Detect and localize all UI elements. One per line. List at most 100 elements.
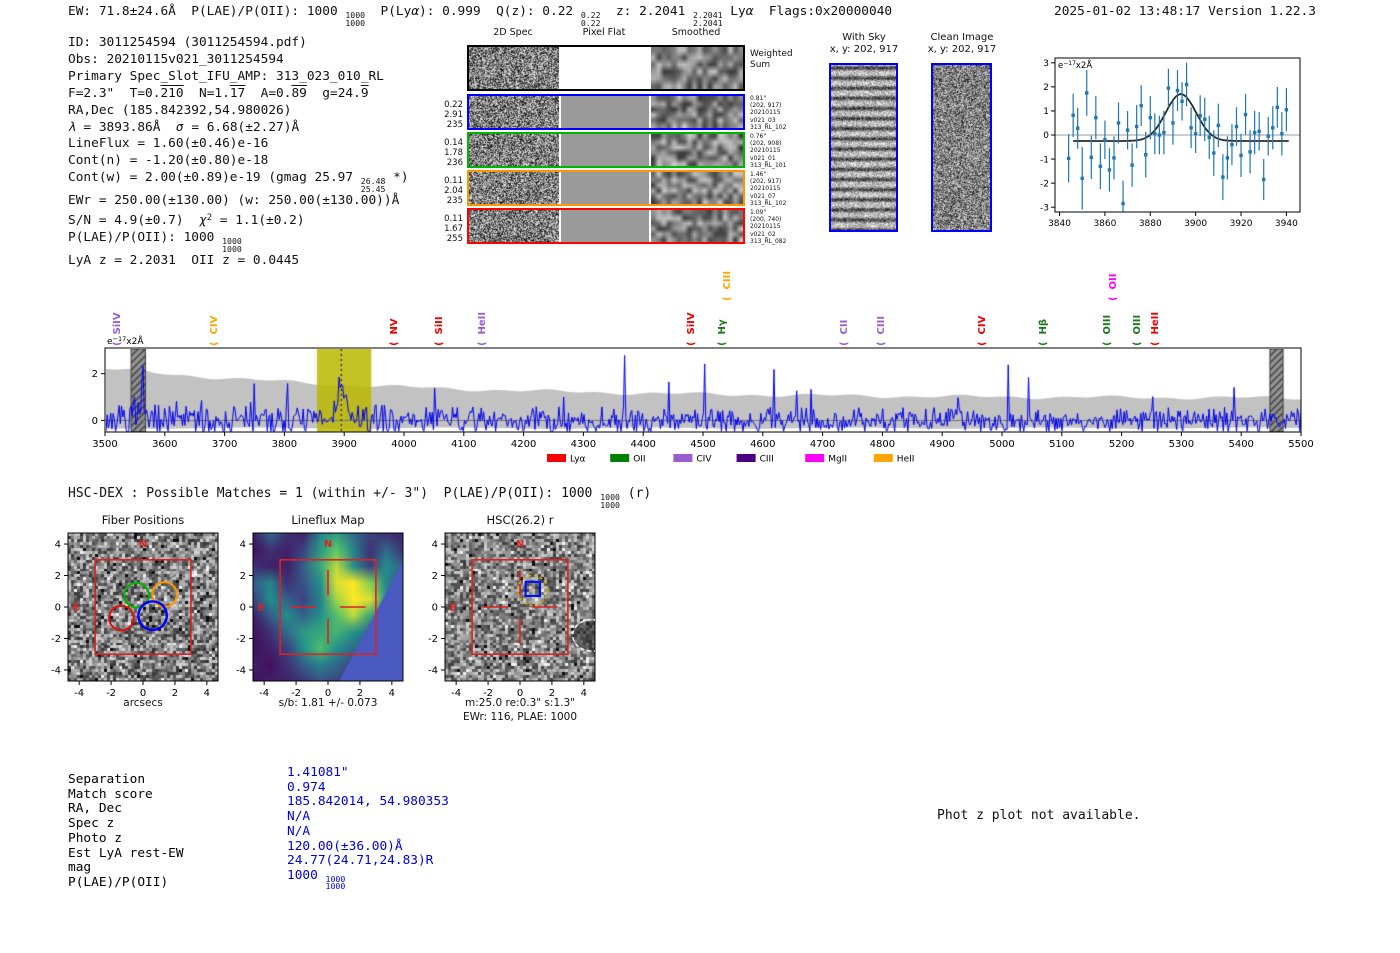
svg-text:2: 2: [240, 571, 246, 582]
svg-text:4100: 4100: [451, 439, 476, 450]
weight-value: 1.78: [444, 148, 463, 158]
stacked-fraction: 0.22 0.22: [580, 10, 601, 27]
text-segment: 1000: [287, 867, 326, 883]
fraction-upper: 0.22: [580, 10, 601, 20]
stacked-fraction: 26.48 25.45: [361, 177, 386, 193]
emission-line-label-text: ( OIII: [1101, 314, 1113, 346]
match-row-label: Separation: [68, 772, 146, 787]
cutout-row-frame: [467, 170, 745, 206]
svg-text:2: 2: [432, 571, 438, 582]
info-line-11: S/N = 4.9(±0.7) χ2 = 1.1(±0.2): [68, 210, 409, 230]
line-fit-plot-svg: 3840 3860 3880 3900 3920 3940 -3 -2 -1 0 1 2 3 e−17x2…: [1040, 57, 1301, 229]
lineflux-map-image: [253, 533, 403, 681]
cutout-smoothed-image: [651, 172, 743, 204]
match-row-value: 185.842014, 54.980353: [287, 794, 449, 809]
svg-text:OII: OII: [633, 455, 645, 465]
text-segment: 9: [360, 85, 369, 101]
svg-text:HeII: HeII: [897, 455, 915, 465]
text-segment: 17: [229, 85, 246, 101]
info-line-12: P(LAE)/P(OII): 1000 1000 1000: [68, 230, 409, 253]
emission-line-label-text: ( CIII: [876, 315, 888, 346]
full-spectrum-plot-area: [106, 349, 1301, 432]
emission-line-label-text: ( OIII: [1131, 314, 1143, 346]
weight-value: 1.67: [444, 224, 463, 234]
svg-text:MgII: MgII: [828, 455, 847, 465]
svg-text:4: 4: [240, 540, 246, 551]
text-segment: N/A: [287, 809, 311, 825]
annotation-line: 313_RL_102: [750, 199, 787, 207]
col-header-smoothed: Smoothed: [671, 27, 721, 38]
svg-text:3700: 3700: [212, 439, 237, 450]
svg-text:3860: 3860: [1093, 219, 1116, 229]
weighted-sum-label: Weighted Sum: [750, 49, 793, 70]
match-row-label: Match score: [68, 786, 153, 802]
svg-text:4500: 4500: [690, 439, 715, 450]
text-segment: 0.974: [287, 779, 326, 795]
svg-text:3800: 3800: [272, 439, 297, 450]
hsc-dex-match-header: HSC-DEX : Possible Matches = 1 (within +…: [68, 486, 651, 509]
stacked-fraction: 1000 1000: [326, 875, 346, 891]
match-row-label: Photo z: [68, 830, 122, 846]
svg-text:4: 4: [432, 540, 438, 551]
svg-text:5000: 5000: [989, 439, 1014, 450]
cutout-pixel-flat-image: [561, 47, 649, 89]
text-segment: 89: [291, 85, 307, 101]
svg-text:-4: -4: [236, 665, 246, 676]
svg-text:-2: -2: [51, 634, 61, 645]
svg-text:3600: 3600: [152, 439, 177, 450]
cutout-smoothed-image: [651, 210, 743, 242]
svg-text:4200: 4200: [511, 439, 536, 450]
svg-text:0: 0: [240, 603, 246, 614]
cutout-2d-spec-image: [469, 47, 559, 89]
text-segment: Ly: [722, 4, 746, 19]
svg-text:3880: 3880: [1139, 219, 1162, 229]
info-line-10: EWr = 250.00(±130.00) (w: 250.00(±130.00…: [68, 193, 409, 210]
weight-value: 0.22: [444, 100, 463, 110]
svg-text:-4: -4: [428, 665, 438, 676]
svg-text:5200: 5200: [1109, 439, 1134, 450]
text-segment: ID: 3011254594 (3011254594.pdf): [68, 35, 307, 50]
svg-text:5400: 5400: [1228, 439, 1253, 450]
match-row-label: RA, Dec: [68, 801, 122, 817]
stacked-fraction: 1000 1000: [600, 493, 620, 509]
annotation-line: (202, 917): [750, 102, 782, 110]
fraction-lower: 2.2041: [693, 17, 723, 28]
svg-text:3: 3: [1043, 59, 1049, 69]
svg-text:5100: 5100: [1049, 439, 1074, 450]
svg-text:3900: 3900: [331, 439, 356, 450]
info-line-5: RA,Dec (185.842392,54.980026): [68, 103, 409, 120]
weight-value: 0.11: [444, 176, 463, 186]
info-line-3: Primary Spec_Slot_IFU_AMP: 313_023_010_R…: [68, 69, 409, 86]
svg-text:5300: 5300: [1169, 439, 1194, 450]
svg-text:0: 0: [1043, 131, 1049, 141]
emission-line-label-text: ( HeII: [1149, 311, 1161, 346]
text-segment: 2: [206, 213, 213, 224]
weight-value: 2.04: [444, 186, 463, 196]
text-segment: *): [385, 170, 409, 186]
svg-text:-2: -2: [1040, 179, 1049, 189]
cutout-row-frame: [467, 45, 745, 91]
svg-text:-2: -2: [236, 634, 246, 645]
report-datetime-version: 2025-01-02 13:48:17 Version 1.22.3: [1054, 4, 1316, 19]
match-row-value: 0.974: [287, 780, 326, 795]
fraction-upper: 1000: [222, 236, 242, 247]
svg-text:CIV: CIV: [696, 455, 712, 465]
match-row-label: Est LyA rest-EW: [68, 845, 184, 861]
match-row-value: 1000 1000 1000: [287, 868, 345, 891]
svg-text:4800: 4800: [870, 439, 895, 450]
hsc-caption-1: m:25.0 re:0.3" s:1.3": [465, 697, 575, 709]
clean-image: [933, 65, 990, 230]
full-spectrum-axes: 3500 3600 3700 3800 3900 4000 4100 4200 4300 4400…: [85, 330, 1315, 482]
cutout-smoothed-image: [651, 47, 743, 89]
match-row-value: 1.41081": [287, 765, 349, 780]
cutout-row-frame: [467, 94, 745, 130]
clean-image-title-block: Clean Image x, y: 202, 917: [912, 32, 1012, 56]
info-line-2: Obs: 20210115v021_3011254594: [68, 52, 409, 69]
text-segment: 1.41081": [287, 765, 349, 780]
svg-text:e−17x2Å: e−17x2Å: [107, 335, 144, 347]
text-segment: g=24.: [306, 85, 361, 101]
emission-line-label-text: ( SiIV: [685, 312, 697, 346]
text-segment: = 1.1(±0.2): [212, 213, 305, 229]
col-header-2d-spec: 2D Spec: [493, 27, 533, 38]
svg-text:-3: -3: [1040, 203, 1049, 213]
